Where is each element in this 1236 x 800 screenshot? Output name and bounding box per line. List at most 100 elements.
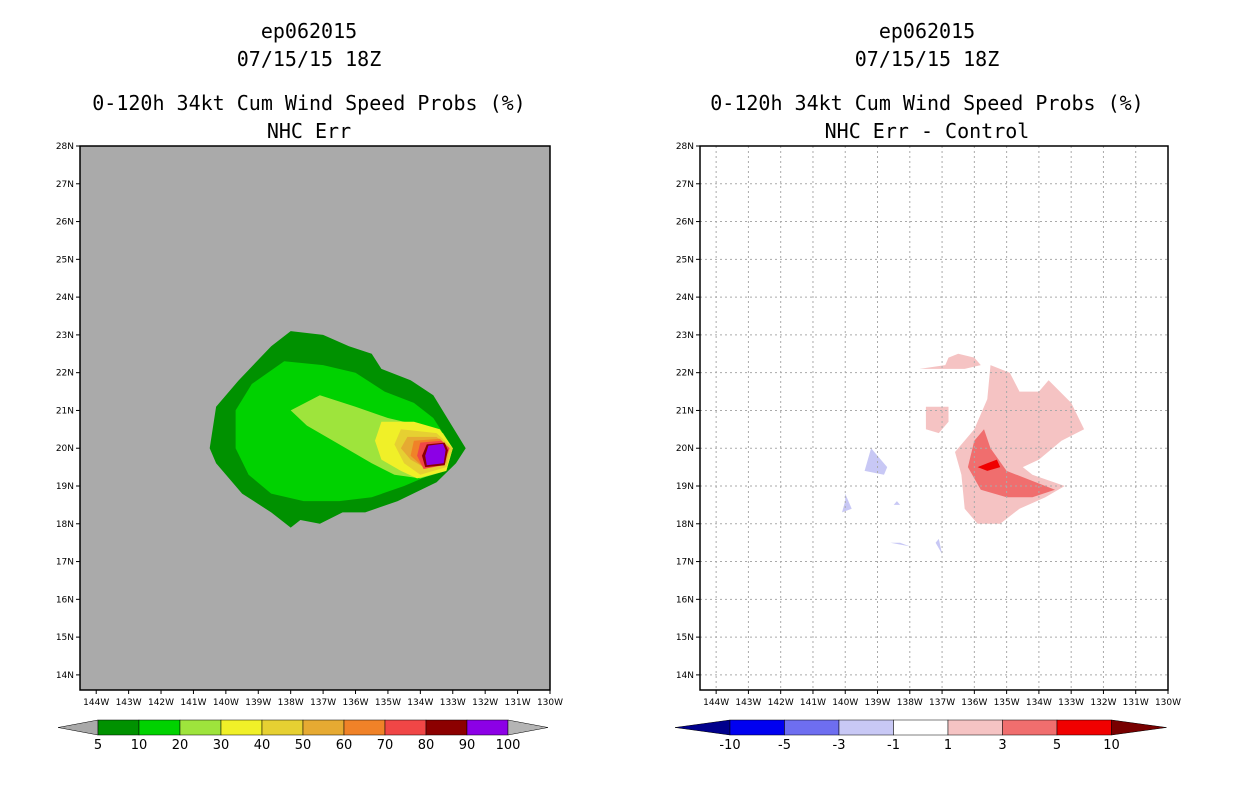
x-tick-label: 130W bbox=[537, 698, 563, 708]
chart-subtitle: NHC Err bbox=[266, 119, 352, 143]
x-tick-label: 141W bbox=[800, 698, 826, 708]
colorbar-label: 3 bbox=[998, 738, 1006, 753]
y-tick-label: 26N bbox=[676, 218, 694, 228]
colorbar-segment bbox=[784, 719, 840, 736]
diff-map: 144W 143W 142W 141W 140W 139W 138W 137W 136W 135W… bbox=[674, 142, 1181, 753]
colorbar-over-triangle bbox=[1111, 719, 1167, 736]
y-tick-label: 24N bbox=[676, 293, 694, 303]
x-tick-label: 140W bbox=[213, 698, 239, 708]
y-tick-label: 16N bbox=[676, 595, 694, 605]
colorbar-segment bbox=[1056, 719, 1112, 736]
wind-prob-map: 144W 143W 142W 141W 140W 139W 138W 137W 136W 135W… bbox=[56, 142, 563, 753]
contour-region bbox=[925, 406, 949, 434]
forecast-datetime: 07/15/15 18Z bbox=[854, 47, 1000, 71]
x-tick-label: 144W bbox=[703, 698, 729, 708]
colorbar-label: 10 bbox=[131, 738, 148, 753]
storm-id: ep062015 bbox=[260, 19, 358, 43]
y-tick-label: 27N bbox=[676, 180, 694, 190]
colorbar-label: -1 bbox=[887, 738, 900, 753]
y-tick-label: 17N bbox=[56, 558, 74, 568]
contour-region bbox=[935, 538, 943, 554]
storm-id: ep062015 bbox=[878, 19, 976, 43]
contour-region bbox=[967, 429, 1055, 498]
colorbar-segment bbox=[947, 719, 1003, 736]
contour-region bbox=[977, 459, 1001, 471]
y-tick-label: 28N bbox=[56, 142, 74, 152]
colorbar-segment bbox=[343, 719, 386, 736]
y-tick-label: 25N bbox=[56, 255, 74, 265]
colorbar-segment bbox=[302, 719, 345, 736]
x-tick-label: 133W bbox=[440, 698, 466, 708]
colorbar: 5 10 20 30 40 50 60 70 80 90 100 bbox=[57, 719, 549, 753]
x-tick-label: 141W bbox=[180, 698, 206, 708]
colorbar-segment bbox=[384, 719, 427, 736]
colorbar-label: 80 bbox=[418, 738, 435, 753]
contour-fills bbox=[209, 331, 466, 528]
colorbar-label: 100 bbox=[496, 738, 521, 753]
y-tick-label: 26N bbox=[56, 218, 74, 228]
colorbar-segment bbox=[425, 719, 468, 736]
x-tick-label: 143W bbox=[735, 698, 761, 708]
x-tick-label: 138W bbox=[278, 698, 304, 708]
y-tick-label: 16N bbox=[56, 595, 74, 605]
x-tick-label: 130W bbox=[1155, 698, 1181, 708]
colorbar-label: 30 bbox=[213, 738, 230, 753]
contour-region bbox=[893, 501, 901, 505]
colorbar-segment bbox=[893, 719, 949, 736]
colorbar-label: 5 bbox=[1053, 738, 1061, 753]
x-tick-label: 138W bbox=[897, 698, 923, 708]
y-tick-label: 28N bbox=[676, 142, 694, 152]
y-tick-label: 18N bbox=[56, 520, 74, 530]
x-tick-label: 142W bbox=[768, 698, 794, 708]
colorbar-label: 60 bbox=[336, 738, 353, 753]
y-tick-label: 21N bbox=[56, 406, 74, 416]
x-tick-label: 135W bbox=[375, 698, 401, 708]
x-tick-label: 131W bbox=[505, 698, 531, 708]
x-tick-label: 139W bbox=[864, 698, 890, 708]
x-tick-label: 135W bbox=[994, 698, 1020, 708]
x-tick-label: 139W bbox=[245, 698, 271, 708]
plot-frame bbox=[699, 145, 1169, 691]
y-tick-label: 19N bbox=[56, 482, 74, 492]
colorbar-segment bbox=[179, 719, 222, 736]
colorbar-label: 50 bbox=[295, 738, 312, 753]
y-tick-label: 15N bbox=[676, 633, 694, 643]
colorbar-label: 70 bbox=[377, 738, 394, 753]
colorbar-under-triangle bbox=[674, 719, 731, 736]
y-tick-label: 19N bbox=[676, 482, 694, 492]
x-tick-label: 140W bbox=[832, 698, 858, 708]
colorbar-segment bbox=[1002, 719, 1058, 736]
colorbar-label: 90 bbox=[459, 738, 476, 753]
x-tick-label: 132W bbox=[472, 698, 498, 708]
colorbar-segment bbox=[138, 719, 181, 736]
y-tick-label: 18N bbox=[676, 520, 694, 530]
y-tick-label: 20N bbox=[676, 444, 694, 454]
y-tick-label: 20N bbox=[56, 444, 74, 454]
diff-panel: ep062015 07/15/15 18Z 0-120h 34kt Cum Wi… bbox=[618, 0, 1236, 800]
chart-title: 0-120h 34kt Cum Wind Speed Probs (%) bbox=[710, 91, 1144, 115]
colorbar-label: -3 bbox=[833, 738, 846, 753]
y-tick-label: 23N bbox=[676, 331, 694, 341]
y-tick-label: 22N bbox=[56, 369, 74, 379]
y-tick-label: 14N bbox=[676, 671, 694, 681]
colorbar-label: -5 bbox=[778, 738, 791, 753]
colorbar: -10 -5 -3 -1 1 3 5 10 bbox=[674, 719, 1167, 753]
x-tick-label: 136W bbox=[961, 698, 987, 708]
colorbar-over-triangle bbox=[507, 719, 549, 736]
x-tick-label: 143W bbox=[116, 698, 142, 708]
colorbar-label: 40 bbox=[254, 738, 271, 753]
y-tick-label: 23N bbox=[56, 331, 74, 341]
x-tick-label: 144W bbox=[83, 698, 109, 708]
y-tick-label: 17N bbox=[676, 558, 694, 568]
y-tick-label: 25N bbox=[676, 255, 694, 265]
wind-prob-panel: ep062015 07/15/15 18Z 0-120h 34kt Cum Wi… bbox=[56, 19, 563, 753]
y-tick-label: 24N bbox=[56, 293, 74, 303]
contour-region bbox=[864, 448, 888, 475]
x-tick-label: 142W bbox=[148, 698, 174, 708]
plot-frame bbox=[79, 145, 551, 691]
y-tick-label: 27N bbox=[56, 180, 74, 190]
colorbar-segment bbox=[466, 719, 509, 736]
y-tick-label: 21N bbox=[676, 406, 694, 416]
forecast-datetime: 07/15/15 18Z bbox=[236, 47, 382, 71]
contour-region bbox=[890, 542, 910, 547]
